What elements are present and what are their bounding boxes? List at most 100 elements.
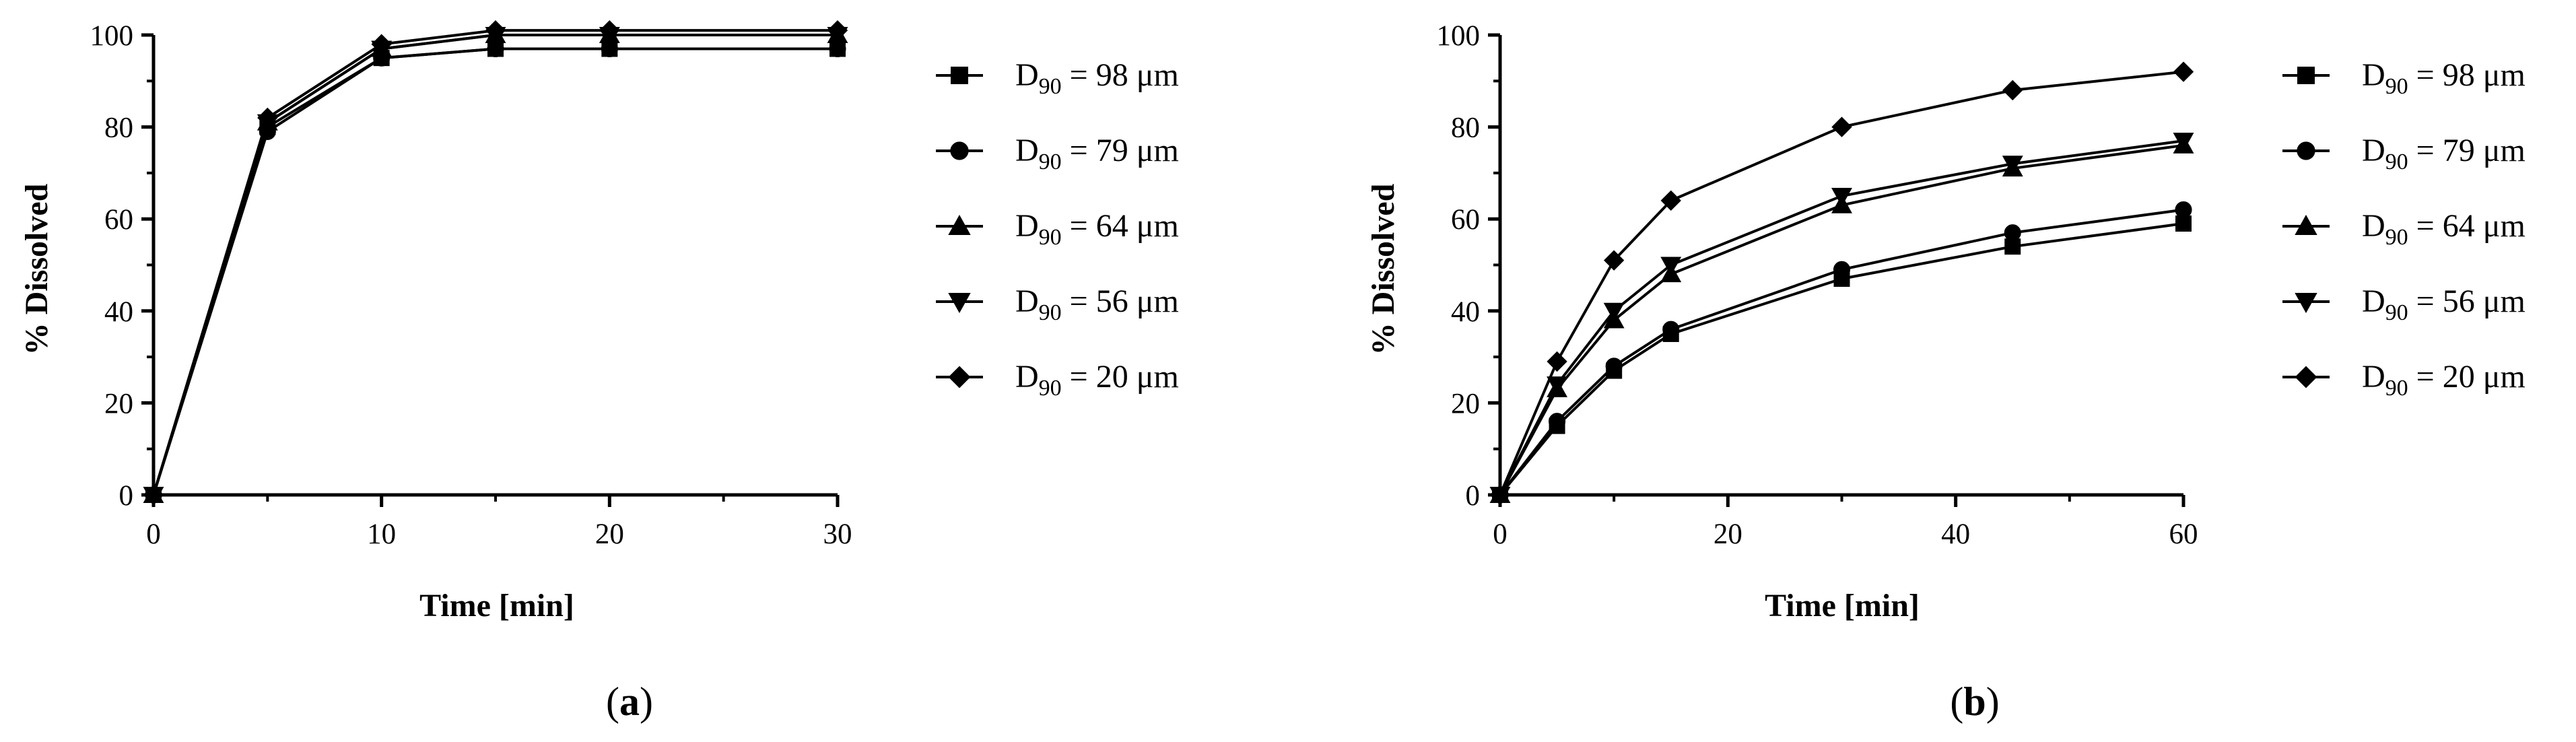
- legend-label-a-3: D90 = 56 μm: [1015, 283, 1179, 325]
- data-point-a-4-3: [485, 20, 506, 41]
- x-tick-label-b-2: 40: [1941, 518, 1970, 550]
- legend-marker-a-0: [951, 67, 968, 84]
- x-tick-label-a-0: 0: [146, 518, 161, 550]
- data-point-b-4-2: [1604, 250, 1625, 271]
- y-tick-label-a-1: 20: [104, 388, 133, 419]
- legend-label-text-a-4: = 20 μm: [1062, 359, 1179, 395]
- legend-marker-b-0: [2297, 67, 2315, 84]
- y-tick-label-b-4: 80: [1451, 112, 1480, 144]
- panel-label-b: (b): [1950, 679, 1999, 724]
- series-layer-b: [1489, 61, 2194, 506]
- data-point-b-1-6: [2175, 201, 2192, 219]
- legend-label-prefix-b-1: D: [2362, 133, 2385, 168]
- legend-label-subscript-b-1: 90: [2385, 149, 2408, 174]
- legend-marker-a-2: [948, 214, 971, 235]
- x-tick-label-b-0: 0: [1493, 518, 1507, 550]
- y-tick-label-b-0: 0: [1466, 480, 1481, 512]
- chart-panel-a: 0 20 40 60 80 100 0 10 20 30 Time [min] % Dissolv…: [19, 20, 1179, 724]
- legend-label-subscript-a-1: 90: [1039, 149, 1062, 174]
- legend-label-text-b-0: = 98 μm: [2408, 57, 2526, 93]
- y-tick-label-a-4: 80: [104, 112, 133, 144]
- y-tick-label-b-1: 20: [1451, 388, 1480, 419]
- data-point-b-3-4: [1831, 188, 1852, 207]
- legend-marker-b-3: [2295, 293, 2317, 314]
- panel-label-b-letter: b: [1963, 679, 1986, 724]
- legend-label-subscript-a-2: 90: [1039, 225, 1062, 250]
- legend-marker-b-2: [2295, 214, 2317, 235]
- legend-label-a-2: D90 = 64 μm: [1015, 208, 1179, 250]
- data-point-b-1-2: [1605, 358, 1623, 375]
- legend-label-prefix-b-4: D: [2362, 359, 2385, 395]
- legend-label-subscript-b-0: 90: [2385, 74, 2408, 99]
- x-tick-label-b-3: 60: [2169, 518, 2198, 550]
- legend-label-subscript-b-4: 90: [2385, 376, 2408, 401]
- legend-label-text-a-2: = 64 μm: [1062, 208, 1179, 244]
- data-point-b-4-6: [2173, 61, 2194, 82]
- legend-label-text-a-3: = 56 μm: [1062, 283, 1179, 319]
- series-line-a-3: [152, 34, 838, 496]
- legend-label-text-b-1: = 79 μm: [2408, 133, 2526, 168]
- data-point-b-3-2: [1603, 302, 1625, 322]
- data-point-b-1-1: [1549, 413, 1566, 430]
- legend-label-subscript-a-3: 90: [1039, 300, 1062, 325]
- data-point-a-4-2: [371, 34, 392, 55]
- series-line-a-1: [152, 47, 838, 496]
- x-tick-label-b-1: 20: [1714, 518, 1742, 550]
- data-point-b-1-4: [1833, 261, 1851, 278]
- legend-label-prefix-a-4: D: [1015, 359, 1039, 395]
- legend-label-prefix-a-1: D: [1015, 133, 1039, 168]
- legend-label-b-4: D90 = 20 μm: [2362, 359, 2526, 401]
- legend-label-b-2: D90 = 64 μm: [2362, 208, 2526, 250]
- legend-label-prefix-a-2: D: [1015, 208, 1039, 244]
- y-tick-label-b-5: 100: [1437, 20, 1481, 52]
- legend-marker-b-4: [2295, 366, 2317, 389]
- legend-label-text-a-0: = 98 μm: [1062, 57, 1179, 93]
- data-point-b-1-3: [1662, 321, 1680, 338]
- legend-label-prefix-b-2: D: [2362, 208, 2385, 244]
- y-axis-title-b: % Dissolved: [1365, 183, 1401, 355]
- legend-label-subscript-b-2: 90: [2385, 225, 2408, 250]
- legend-marker-b-1: [2297, 141, 2315, 160]
- data-point-b-4-5: [2002, 79, 2023, 101]
- data-point-b-4-3: [1660, 190, 1681, 211]
- legend-marker-a-3: [948, 293, 971, 314]
- legend-label-b-1: D90 = 79 μm: [2362, 133, 2526, 174]
- legend-label-b-0: D90 = 98 μm: [2362, 57, 2526, 99]
- legend-label-subscript-a-0: 90: [1039, 74, 1062, 99]
- legend-label-text-a-1: = 79 μm: [1062, 133, 1179, 168]
- legend-label-subscript-a-4: 90: [1039, 376, 1062, 401]
- series-line-b-1: [1499, 208, 2184, 496]
- x-tick-label-a-2: 20: [595, 518, 624, 550]
- legend-label-a-0: D90 = 98 μm: [1015, 57, 1179, 99]
- x-tick-label-a-3: 30: [823, 518, 852, 550]
- data-point-a-4-5: [827, 20, 848, 41]
- data-point-b-3-6: [2173, 133, 2194, 151]
- data-point-b-0-5: [2004, 238, 2021, 255]
- legend-label-prefix-b-3: D: [2362, 283, 2385, 319]
- legend-label-b-3: D90 = 56 μm: [2362, 283, 2526, 325]
- x-axis-title-b: Time [min]: [1765, 588, 1920, 623]
- y-tick-label-a-3: 60: [104, 204, 133, 236]
- panel-label-a: (a): [606, 679, 653, 724]
- data-point-b-1-5: [2004, 224, 2021, 242]
- y-axis-title-a: % Dissolved: [19, 183, 55, 355]
- legend-label-a-4: D90 = 20 μm: [1015, 359, 1179, 401]
- y-tick-label-a-5: 100: [90, 20, 134, 52]
- y-tick-label-b-3: 60: [1451, 204, 1480, 236]
- data-point-b-4-4: [1831, 116, 1852, 137]
- legend-label-subscript-b-3: 90: [2385, 300, 2408, 325]
- legend-label-prefix-b-0: D: [2362, 57, 2385, 93]
- data-point-a-4-1: [257, 107, 278, 129]
- series-line-a-0: [152, 47, 838, 496]
- series-layer-a: [143, 20, 848, 506]
- legend-label-prefix-a-0: D: [1015, 57, 1039, 93]
- legend-label-a-1: D90 = 79 μm: [1015, 133, 1179, 174]
- series-line-a-4: [152, 29, 838, 496]
- data-point-b-3-3: [1660, 257, 1682, 276]
- legend-label-text-b-3: = 56 μm: [2408, 283, 2526, 319]
- data-point-b-3-5: [2002, 156, 2023, 175]
- legend-label-text-b-4: = 20 μm: [2408, 359, 2526, 395]
- data-point-b-3-1: [1547, 376, 1568, 395]
